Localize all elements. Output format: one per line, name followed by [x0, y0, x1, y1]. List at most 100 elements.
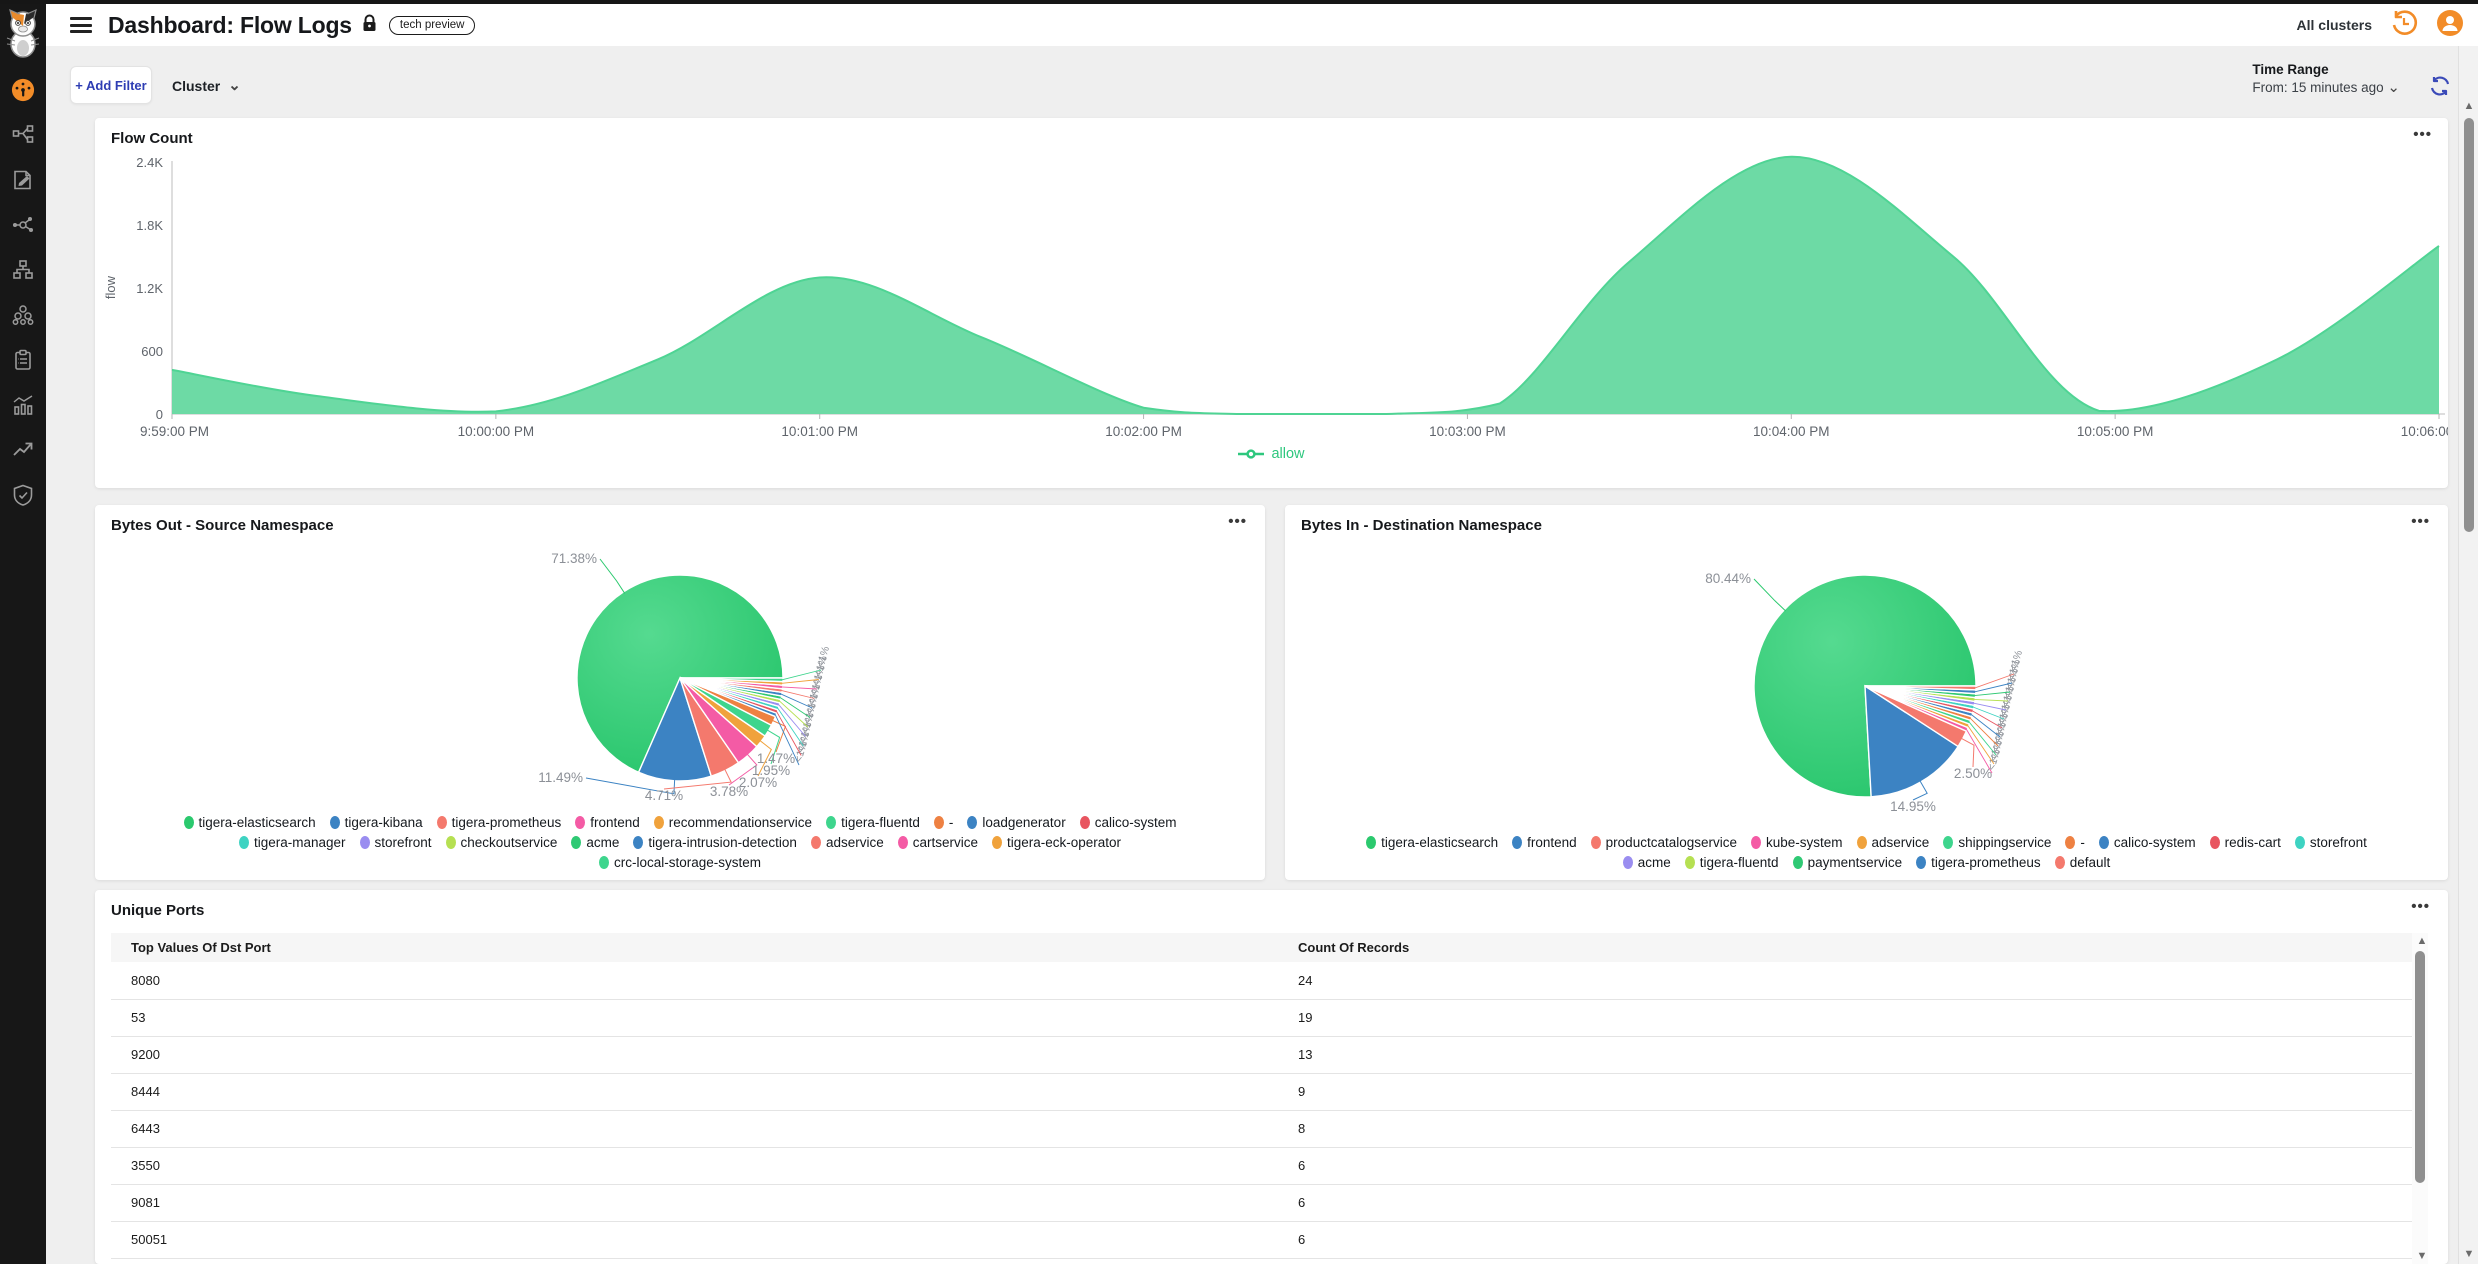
legend-dot-icon — [1943, 836, 1954, 849]
legend-label: tigera-intrusion-detection — [648, 835, 797, 850]
policy-edit-icon[interactable] — [11, 168, 35, 192]
card-menu-dots[interactable]: ••• — [2413, 126, 2432, 143]
legend-dot-icon — [445, 836, 456, 849]
legend-item--[interactable]: - — [933, 815, 953, 830]
legend-label: tigera-prometheus — [451, 815, 562, 830]
column-header-count[interactable]: Count Of Records — [1278, 933, 2428, 962]
table-scrollbar[interactable]: ▲ ▼ — [2412, 933, 2428, 1264]
bytes-out-pie-chart[interactable]: 71.38%11.49%4.71% 3.78%2.07%1.95%1.47%<1%… — [95, 505, 1265, 810]
card-menu-dots[interactable]: ••• — [2411, 898, 2430, 915]
legend-item-adservice[interactable]: adservice — [810, 835, 884, 850]
user-avatar-icon[interactable] — [2436, 9, 2464, 42]
legend-item-productcatalogservice[interactable]: productcatalogservice — [1590, 835, 1737, 850]
scroll-up-icon[interactable]: ▲ — [2463, 100, 2475, 112]
legend-item-shippingservice[interactable]: shippingservice — [1943, 835, 2051, 850]
scroll-up-icon[interactable]: ▲ — [2416, 935, 2428, 947]
legend-item-default[interactable]: default — [2054, 855, 2110, 870]
legend-label: tigera-fluentd — [841, 815, 920, 830]
legend-label: cartservice — [912, 835, 978, 850]
time-range-control[interactable]: Time Range From: 15 minutes ago ⌄ — [2252, 62, 2400, 95]
card-menu-dots[interactable]: ••• — [1228, 513, 1247, 530]
legend-item-tigera-manager[interactable]: tigera-manager — [238, 835, 346, 850]
legend-dot-icon — [183, 816, 194, 829]
legend-item-storefront[interactable]: storefront — [359, 835, 432, 850]
table-row[interactable]: 50051 6 — [111, 1221, 2428, 1259]
legend-item-loadgenerator[interactable]: loadgenerator — [967, 815, 1066, 830]
table-row[interactable]: 9081 6 — [111, 1184, 2428, 1222]
legend-item-tigera-fluentd[interactable]: tigera-fluentd — [1684, 855, 1779, 870]
metrics-bars-icon[interactable] — [11, 393, 35, 417]
svg-text:<1%: <1% — [1991, 721, 2009, 745]
page-scrollbar-thumb[interactable] — [2464, 118, 2474, 532]
legend-label: calico-system — [1094, 815, 1177, 830]
bytes-in-title: Bytes In - Destination Namespace — [1301, 517, 1542, 534]
add-filter-button[interactable]: + Add Filter — [70, 66, 152, 104]
cluster-dropdown[interactable]: Cluster ⌄ — [172, 74, 241, 98]
refresh-icon[interactable] — [2428, 74, 2452, 98]
svg-text:0: 0 — [156, 407, 163, 422]
legend-item-cartservice[interactable]: cartservice — [897, 835, 978, 850]
all-clusters-label[interactable]: All clusters — [2296, 17, 2372, 33]
legend-item-redis-cart[interactable]: redis-cart — [2209, 835, 2281, 850]
legend-label: tigera-manager — [253, 835, 346, 850]
legend-item-calico-system[interactable]: calico-system — [2098, 835, 2196, 850]
calico-cat-logo[interactable] — [3, 8, 43, 58]
legend-item-storefront[interactable]: storefront — [2294, 835, 2367, 850]
service-graph-icon[interactable] — [11, 123, 35, 147]
legend-item-tigera-elasticsearch[interactable]: tigera-elasticsearch — [1366, 835, 1498, 850]
legend-item--[interactable]: - — [2065, 835, 2085, 850]
table-row[interactable]: 3550 6 — [111, 1147, 2428, 1185]
svg-text:<1%: <1% — [814, 645, 832, 669]
legend-item-tigera-prometheus[interactable]: tigera-prometheus — [436, 815, 562, 830]
legend-item-kube-system[interactable]: kube-system — [1751, 835, 1843, 850]
network-sitemap-icon[interactable] — [11, 258, 35, 282]
legend-item-checkoutservice[interactable]: checkoutservice — [445, 835, 557, 850]
legend-item-recommendationservice[interactable]: recommendationservice — [653, 815, 812, 830]
hamburger-menu-icon[interactable] — [70, 17, 92, 33]
column-header-dst-port[interactable]: Top Values Of Dst Port — [111, 933, 1278, 962]
table-scrollbar-thumb[interactable] — [2415, 951, 2425, 1183]
legend-label: paymentservice — [1807, 855, 1903, 870]
threat-shield-icon[interactable] — [11, 483, 35, 507]
legend-item-tigera-eck-operator[interactable]: tigera-eck-operator — [991, 835, 1121, 850]
legend-item-tigera-kibana[interactable]: tigera-kibana — [329, 815, 423, 830]
legend-item-calico-system[interactable]: calico-system — [1079, 815, 1177, 830]
legend-item-acme[interactable]: acme — [571, 835, 619, 850]
flow-count-area-chart[interactable]: 0 600 1.2K 1.8K 2.4K 9:59:00 PM 10:00:00 PM 10:… — [95, 118, 2448, 443]
bytes-in-pie-chart[interactable]: 80.44%14.95%2.50%<1%<1%<1%<1%<1%<1%<1%<1… — [1285, 505, 2448, 830]
history-icon[interactable] — [2390, 9, 2418, 42]
scroll-down-icon[interactable]: ▼ — [2416, 1250, 2428, 1262]
legend-item-adservice[interactable]: adservice — [1856, 835, 1929, 850]
page-scrollbar[interactable]: ▲ ▼ — [2458, 46, 2478, 1264]
compliance-clipboard-icon[interactable] — [11, 348, 35, 372]
legend-item-crc-local-storage-system[interactable]: crc-local-storage-system — [598, 855, 761, 870]
flow-viz-icon[interactable] — [11, 213, 35, 237]
legend-item-acme[interactable]: acme — [1622, 855, 1671, 870]
legend-item-tigera-prometheus[interactable]: tigera-prometheus — [1916, 855, 2041, 870]
trends-arrow-icon[interactable] — [11, 438, 35, 462]
legend-item-frontend[interactable]: frontend — [1512, 835, 1577, 850]
cell-dst-port: 6443 — [111, 1110, 1278, 1148]
svg-text:10:06:00 PM: 10:06:00 PM — [2401, 424, 2448, 439]
table-row[interactable]: 8444 9 — [111, 1073, 2428, 1111]
legend-item-paymentservice[interactable]: paymentservice — [1792, 855, 1903, 870]
scroll-down-icon[interactable]: ▼ — [2463, 1248, 2475, 1260]
legend-item-tigera-elasticsearch[interactable]: tigera-elasticsearch — [183, 815, 316, 830]
legend-item-frontend[interactable]: frontend — [575, 815, 640, 830]
svg-text:<1%: <1% — [799, 711, 817, 735]
table-row[interactable]: 6443 8 — [111, 1110, 2428, 1148]
table-row[interactable]: 8080 24 — [111, 962, 2428, 1000]
legend-item-tigera-fluentd[interactable]: tigera-fluentd — [826, 815, 920, 830]
legend-item-allow[interactable]: allow — [1238, 446, 1305, 462]
flow-count-title: Flow Count — [111, 130, 193, 147]
table-row[interactable]: 9200 13 — [111, 1036, 2428, 1074]
card-menu-dots[interactable]: ••• — [2411, 513, 2430, 530]
legend-label: storefront — [374, 835, 432, 850]
svg-text:10:02:00 PM: 10:02:00 PM — [1105, 424, 1182, 439]
bytes-out-title: Bytes Out - Source Namespace — [111, 517, 334, 534]
dashboard-gauge-icon[interactable] — [11, 78, 35, 102]
table-row[interactable]: 53 19 — [111, 999, 2428, 1037]
svg-text:10:04:00 PM: 10:04:00 PM — [1753, 424, 1830, 439]
legend-item-tigera-intrusion-detection[interactable]: tigera-intrusion-detection — [633, 835, 797, 850]
clusters-icon[interactable] — [11, 303, 35, 327]
